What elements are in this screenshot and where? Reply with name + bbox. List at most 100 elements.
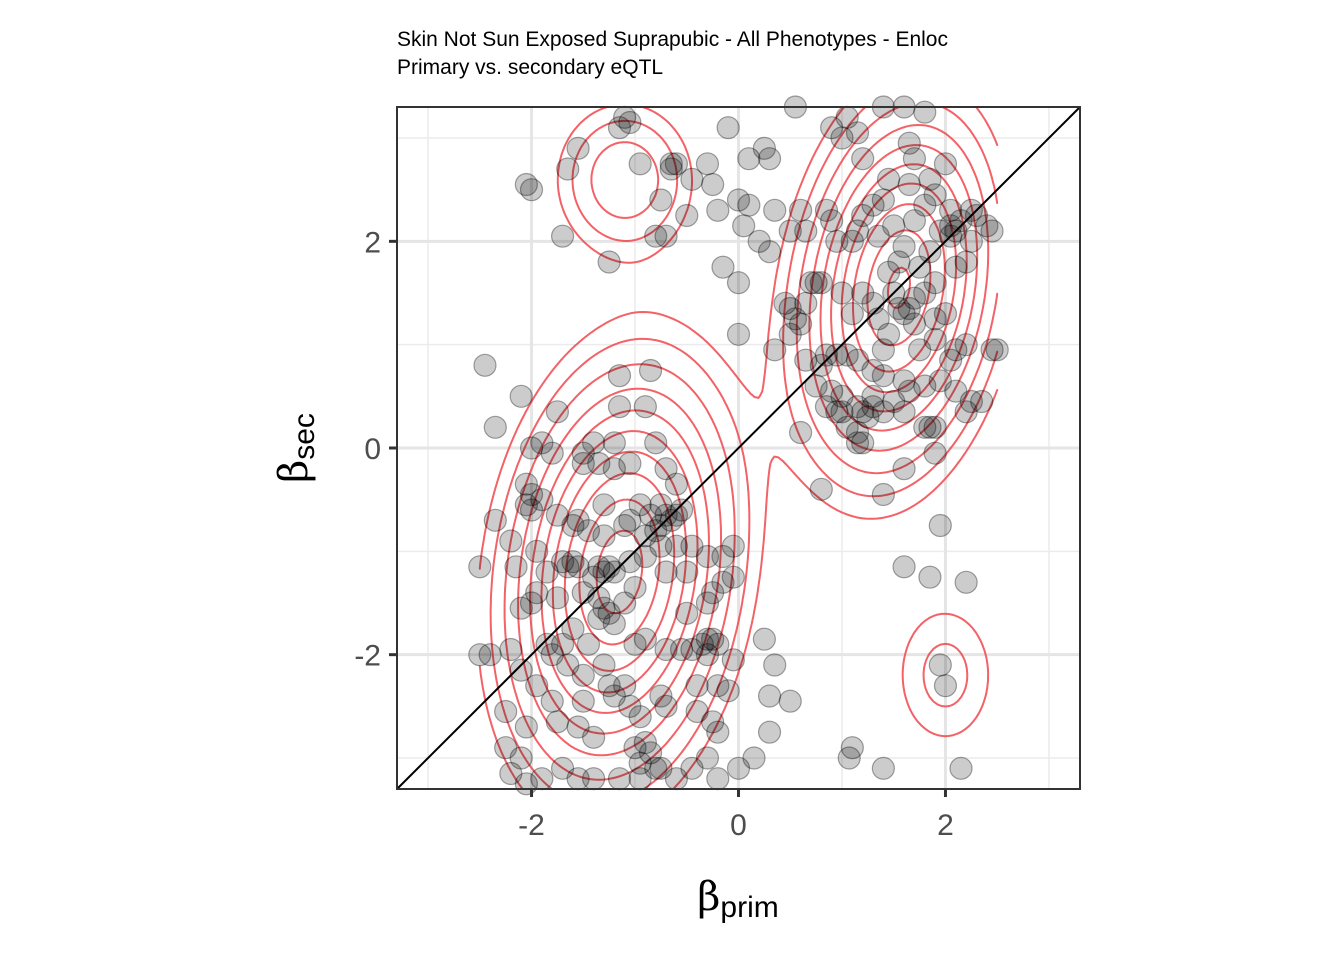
data-point xyxy=(897,131,921,155)
data-point xyxy=(525,674,549,698)
data-point xyxy=(876,260,901,284)
data-point xyxy=(737,147,761,171)
data-point xyxy=(680,534,704,558)
data-point xyxy=(680,167,704,191)
data-point xyxy=(499,637,523,662)
data-point xyxy=(856,405,880,429)
data-point xyxy=(644,756,668,780)
data-point xyxy=(949,756,973,780)
data-point xyxy=(582,725,606,749)
data-point xyxy=(845,348,870,372)
data-point xyxy=(519,591,544,615)
data-point xyxy=(928,369,952,393)
data-point xyxy=(633,544,657,569)
data-point xyxy=(654,224,678,248)
data-point xyxy=(752,627,776,651)
data-point xyxy=(851,281,875,305)
data-point xyxy=(582,767,606,791)
density-contour-line xyxy=(489,106,999,790)
data-point xyxy=(980,219,1004,243)
data-point xyxy=(530,431,554,455)
identity-line-y-equals-x xyxy=(396,106,1081,790)
data-point xyxy=(737,193,761,217)
x-axis-symbol: β xyxy=(697,874,720,920)
data-point xyxy=(613,513,637,538)
x-axis-label: βprim xyxy=(697,874,778,924)
data-point xyxy=(954,333,978,357)
data-point xyxy=(706,767,730,791)
data-point xyxy=(892,369,916,393)
data-point xyxy=(742,746,766,770)
data-point xyxy=(918,565,942,589)
data-point xyxy=(711,544,735,569)
data-point xyxy=(633,524,657,548)
data-point xyxy=(695,746,720,770)
data-point xyxy=(659,152,683,176)
data-point xyxy=(664,534,689,558)
data-point xyxy=(654,694,678,718)
data-point xyxy=(861,384,885,408)
data-point xyxy=(871,338,895,362)
data-point xyxy=(752,136,776,160)
data-point xyxy=(809,271,833,295)
x-axis-subscript: prim xyxy=(720,891,778,924)
data-point xyxy=(519,498,544,522)
data-point xyxy=(566,555,590,579)
data-point xyxy=(633,627,657,651)
data-point xyxy=(892,457,916,481)
data-point xyxy=(763,198,787,222)
data-point xyxy=(954,570,978,594)
y-tick-label: -2 xyxy=(354,640,381,673)
chart-title: Skin Not Sun Exposed Suprapubic - All Ph… xyxy=(397,28,948,51)
data-point xyxy=(902,312,927,336)
data-point xyxy=(618,550,642,574)
data-point xyxy=(638,358,663,383)
data-point xyxy=(840,302,864,326)
data-point xyxy=(757,720,782,744)
data-point xyxy=(757,147,782,171)
data-point xyxy=(633,730,657,755)
data-point xyxy=(845,121,870,145)
density-contour-line xyxy=(517,124,990,757)
data-point xyxy=(933,302,958,326)
data-point xyxy=(902,286,927,310)
data-point xyxy=(701,627,725,651)
data-point xyxy=(851,147,875,171)
identity-line xyxy=(396,106,1081,790)
data-point xyxy=(602,457,626,481)
data-point xyxy=(820,209,844,233)
data-point xyxy=(664,503,689,527)
data-point xyxy=(649,493,673,517)
data-point xyxy=(959,198,983,222)
data-point xyxy=(602,431,626,455)
data-point xyxy=(747,229,771,253)
data-point xyxy=(788,312,813,336)
data-point xyxy=(638,503,663,527)
data-point xyxy=(726,756,751,780)
data-point xyxy=(918,415,942,439)
data-point xyxy=(825,343,849,367)
data-point xyxy=(566,508,590,532)
data-point xyxy=(871,756,895,780)
density-contour-line xyxy=(503,106,999,781)
data-point xyxy=(613,674,637,698)
data-point xyxy=(837,746,861,770)
data-point xyxy=(654,503,678,527)
data-point xyxy=(701,581,725,605)
data-point xyxy=(711,570,735,594)
data-point xyxy=(804,271,828,295)
data-point xyxy=(468,643,492,667)
data-point xyxy=(545,400,570,424)
data-point xyxy=(514,715,538,739)
y-axis-ticks: -2 0 2 xyxy=(354,226,397,673)
data-point xyxy=(576,632,601,656)
data-point xyxy=(892,302,916,326)
data-point xyxy=(597,250,621,274)
scatter-points xyxy=(468,95,1009,796)
data-point xyxy=(933,674,958,698)
data-point xyxy=(592,493,616,517)
y-tick-label: 0 xyxy=(364,433,381,466)
data-point xyxy=(561,550,585,574)
density-contour-line xyxy=(578,229,932,646)
data-point xyxy=(944,338,968,362)
